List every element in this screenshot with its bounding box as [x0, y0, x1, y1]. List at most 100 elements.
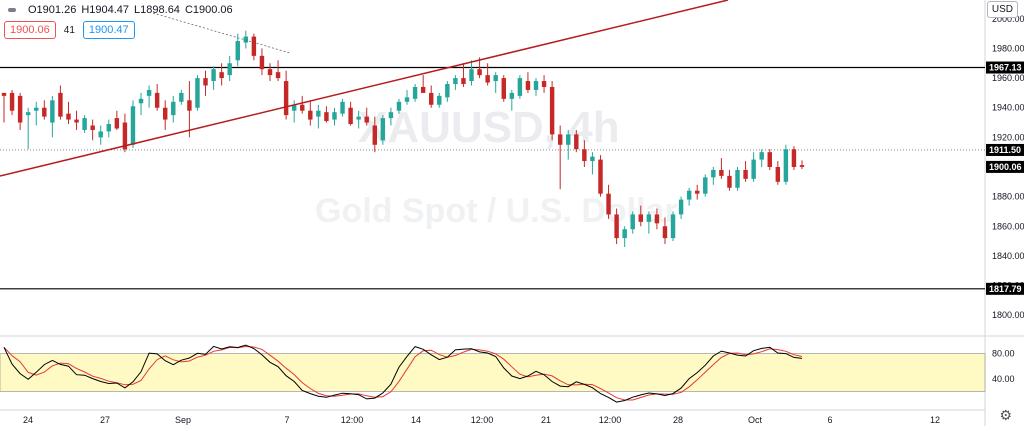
candle-body	[227, 63, 232, 76]
ohlc-close: C1900.06	[184, 4, 233, 16]
candle-body	[122, 122, 128, 150]
candle-body	[17, 95, 23, 123]
candle-body	[566, 134, 571, 145]
candle-body	[428, 92, 434, 105]
candle-body	[42, 107, 47, 117]
candle-body	[477, 69, 482, 76]
time-tick-label: Oct	[748, 415, 763, 425]
candle-body	[66, 113, 71, 120]
candle-body	[388, 112, 394, 119]
stochastic-band	[0, 353, 986, 392]
candle-body	[283, 81, 289, 116]
candle-body	[791, 149, 797, 167]
price-tick-label: 1960.00	[992, 73, 1024, 83]
candle-body	[300, 104, 305, 111]
candle-body	[453, 78, 458, 85]
candle-body	[324, 112, 329, 122]
ohlc-open: O1901.26	[28, 4, 77, 16]
candle-body	[557, 134, 563, 145]
price-tick-label: 1920.00	[992, 132, 1024, 142]
candle-body	[348, 107, 353, 125]
current-price-label: 1900.06	[989, 162, 1022, 172]
resistance-price-label: 1967.13	[989, 63, 1022, 73]
candle-body	[34, 107, 39, 111]
candle-body	[25, 112, 31, 116]
candle-body	[82, 118, 87, 130]
time-tick-label: 27	[100, 415, 110, 425]
candle-body	[162, 107, 168, 120]
candle-body	[574, 134, 579, 150]
currency-badge[interactable]: USD	[986, 1, 1018, 18]
candle-body	[316, 110, 321, 117]
time-tick-label: 12:00	[471, 415, 494, 425]
candle-body	[171, 101, 176, 116]
candle-body	[783, 149, 789, 182]
candle-body	[404, 97, 410, 102]
candle-body	[485, 75, 490, 83]
price-tick-label: 1860.00	[992, 221, 1024, 231]
candle-body	[50, 100, 55, 123]
time-tick-label: 12	[930, 415, 940, 425]
candle-body	[340, 101, 345, 114]
ohlc-high: H1904.47	[81, 4, 130, 16]
time-tick-label: 21	[541, 415, 551, 425]
candle-body	[638, 214, 644, 222]
candle-body	[711, 169, 716, 178]
candle-body	[727, 175, 732, 188]
eye-icon[interactable]	[8, 8, 16, 12]
candle-body	[187, 100, 192, 111]
candle-body	[437, 95, 442, 105]
candle-body	[58, 92, 63, 117]
candle-body	[195, 78, 200, 108]
last-price-label: 1911.50	[989, 145, 1021, 155]
trend-line	[0, 0, 729, 177]
sell-button[interactable]: 1900.06	[4, 21, 56, 39]
candle-body	[703, 177, 708, 194]
candle-body	[509, 92, 515, 99]
candle-body	[372, 125, 378, 145]
candle-body	[98, 131, 103, 138]
candle-body	[364, 116, 369, 123]
candle-body	[686, 190, 692, 200]
oscillator-tick-label: 80.00	[992, 349, 1015, 359]
price-tick-label: 1880.00	[992, 192, 1024, 202]
candle-body	[751, 159, 756, 179]
candle-body	[469, 69, 474, 82]
candle-body	[243, 36, 249, 43]
candle-body	[759, 152, 764, 160]
candle-body	[743, 169, 748, 179]
watermark-description: Gold Spot / U.S. Dollar	[315, 192, 678, 230]
candle-body	[396, 101, 402, 111]
time-tick-label: Sep	[175, 415, 191, 425]
spread-value: 41	[63, 24, 75, 36]
candle-body	[678, 199, 684, 215]
stochastic-k-line	[3, 344, 803, 403]
candle-body	[541, 81, 547, 87]
candle-body	[501, 78, 506, 99]
time-tick-label: 14	[411, 415, 421, 425]
candle-body	[606, 193, 611, 215]
time-tick-label: 7	[284, 415, 289, 425]
candle-body	[114, 118, 120, 129]
candle-body	[291, 104, 297, 111]
ohlc-legend: O1901.26 H1904.47 L1898.64 C1900.06	[0, 0, 238, 20]
candle-body	[694, 190, 700, 194]
candle-body	[719, 169, 724, 176]
candle-body	[549, 86, 555, 135]
candle-body	[90, 125, 95, 130]
support-price-label: 1817.79	[989, 284, 1022, 294]
candle-body	[9, 92, 15, 111]
candle-body	[590, 156, 595, 162]
candle-body	[1, 92, 7, 96]
candle-body	[380, 118, 386, 141]
ohlc-low: L1898.64	[134, 4, 180, 16]
time-tick-label: 12:00	[599, 415, 622, 425]
candle-body	[179, 92, 184, 102]
candle-body	[251, 36, 257, 56]
gear-icon[interactable]: ⚙	[999, 407, 1012, 423]
candle-body	[146, 89, 152, 96]
candle-body	[106, 124, 112, 132]
buy-button[interactable]: 1900.47	[82, 21, 135, 39]
